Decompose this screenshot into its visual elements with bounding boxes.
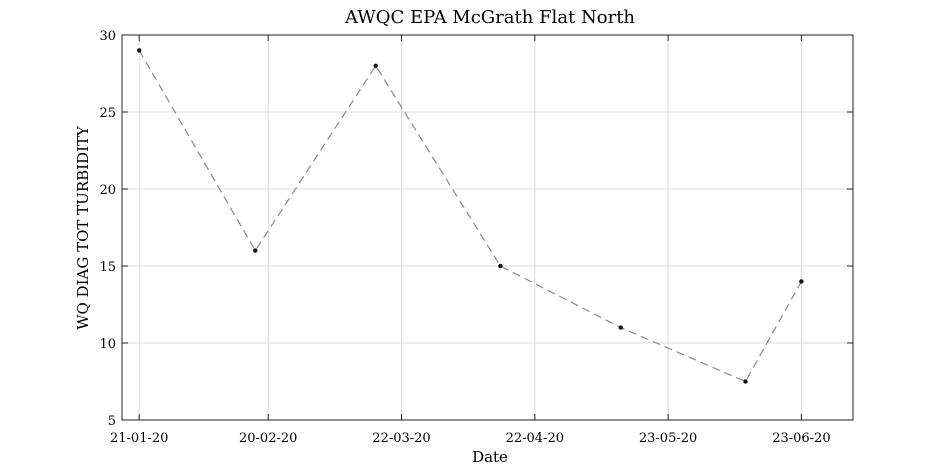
chart-title: AWQC EPA McGrath Flat North: [344, 7, 635, 28]
x-tick-label: 23-06-20: [772, 431, 830, 446]
data-point: [373, 63, 378, 68]
y-tick-label: 15: [99, 260, 116, 275]
data-point: [253, 248, 258, 253]
y-tick-label: 5: [108, 414, 116, 429]
data-point: [743, 379, 748, 384]
x-tick-label: 23-05-20: [639, 431, 697, 446]
y-tick-label: 30: [99, 29, 116, 44]
series-line: [138, 50, 802, 383]
x-tick-label: 22-03-20: [372, 431, 430, 446]
x-axis-label: Date: [472, 448, 508, 466]
data-point: [498, 263, 503, 269]
plot-frame: [121, 34, 854, 421]
grid-lines: [122, 34, 853, 421]
y-tick-label: 10: [99, 337, 116, 352]
x-tick-label: 21-01-20: [110, 431, 168, 446]
x-tick-label: 20-02-20: [239, 431, 297, 446]
data-point: [799, 279, 804, 284]
y-tick-label: 25: [99, 106, 116, 121]
data-point: [137, 48, 142, 53]
x-tick-label: 22-04-20: [506, 431, 564, 446]
y-axis-label: WQ DIAG TOT TURBIDITY: [74, 125, 92, 330]
axis-ticks: 21-01-20 20-02-20 22-03-20 22-04-20 23-05-20…: [99, 29, 853, 446]
series-layer: [137, 48, 804, 384]
data-point: [618, 325, 623, 330]
y-tick-label: 20: [99, 183, 116, 198]
